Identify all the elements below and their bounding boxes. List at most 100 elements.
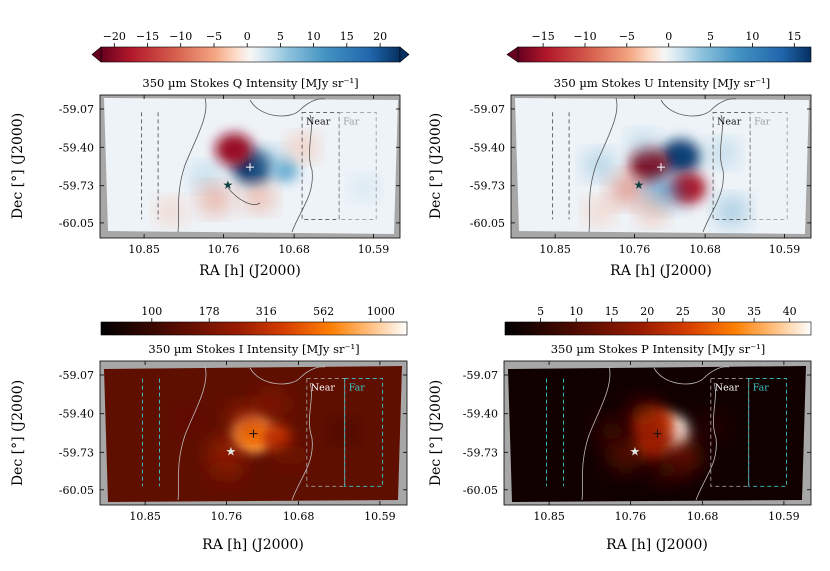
colorbar-tick-label: −15: [531, 30, 554, 43]
contour-line: [702, 114, 724, 233]
contour-line: [660, 98, 737, 117]
region-label-far: Far: [349, 383, 366, 394]
intensity-feature: [628, 400, 660, 427]
panel-u-xlabel: RA [h] (J2000): [610, 263, 712, 279]
intensity-feature: [260, 151, 284, 172]
contour-line: [177, 97, 207, 233]
x-tick-label: 10.59: [769, 243, 801, 256]
intensity-feature: [629, 147, 670, 183]
colorbar-tick-label: 5: [277, 30, 284, 43]
intensity-feature: [640, 201, 664, 222]
y-tick-label: -59.40: [470, 141, 505, 154]
panel-p-title: 350 µm Stokes P Intensity [MJy sr⁻¹]: [551, 342, 766, 356]
region-label-near: Near: [306, 116, 331, 127]
intensity-feature: [613, 176, 642, 202]
colorbar-p: 5 10 15 20 25 30 35 40: [504, 305, 812, 336]
colorbar-tick-label: −10: [169, 30, 192, 43]
panel-p-markers: ★: [630, 429, 662, 459]
colorbar-tick-label: −15: [136, 30, 159, 43]
colorbar-tick-label: 30: [712, 305, 726, 318]
contour-line: [249, 366, 326, 385]
star-marker-icon: ★: [223, 178, 234, 192]
contour-line: [695, 382, 717, 501]
colorbar-tick-label: 5: [707, 30, 714, 43]
panel-u-ylabel: Dec [°] (J2000): [428, 113, 444, 219]
x-tick-label: 10.85: [533, 510, 565, 523]
contour-line: [227, 187, 261, 205]
x-tick-label: 10.85: [539, 243, 571, 256]
intensity-feature: [333, 422, 354, 441]
colorbar-tick-label: 20: [640, 305, 654, 318]
panel-i-axes: 10.85 10.76 10.68 10.59 -59.07 -59.40 -59.73 -6…: [59, 361, 407, 523]
region-box-far: [749, 111, 788, 220]
plus-marker-icon: [653, 429, 662, 438]
colorbar-tick-label: 20: [373, 30, 387, 43]
colorbar-tick-label: −10: [573, 30, 596, 43]
panel-u-features: [587, 135, 745, 223]
panel-p-frame: [503, 360, 812, 506]
y-tick-label: -59.73: [59, 180, 94, 193]
contour-line: [581, 365, 611, 501]
intensity-feature: [609, 440, 643, 469]
colorbar-tick-label: −5: [206, 30, 222, 43]
colorbar-u-extend-min: [506, 46, 519, 63]
region-label-near: Near: [715, 383, 740, 394]
x-tick-label: 10.59: [358, 243, 390, 256]
intensity-feature: [201, 188, 228, 211]
colorbar-u-ticks: −15 −10 −5 0 5 10 15: [531, 30, 801, 47]
region-label-near: Near: [717, 116, 742, 127]
y-tick-label: -60.05: [59, 217, 94, 230]
colorbar-q-extend-min: [91, 46, 102, 63]
region-box-far: [338, 111, 377, 220]
panel-p-ylabel: Dec [°] (J2000): [428, 380, 444, 486]
colorbar-tick-label: 15: [605, 305, 619, 318]
x-tick-label: 10.76: [615, 510, 647, 523]
intensity-feature: [587, 154, 612, 176]
intensity-feature: [653, 458, 680, 482]
colorbar-tick-label: 0: [665, 30, 672, 43]
colorbar-tick-label: −5: [619, 30, 635, 43]
y-tick-label: -59.40: [59, 141, 94, 154]
x-tick-label: 10.68: [278, 243, 310, 256]
intensity-feature: [258, 392, 286, 417]
colorbar-i: 100 178 316 562 1000: [100, 305, 408, 336]
x-tick-label: 10.76: [619, 243, 651, 256]
intensity-feature: [277, 443, 303, 466]
panel-u-map: [515, 98, 809, 234]
colorbar-tick-label: 15: [340, 30, 354, 43]
panel-stokes-q: −20 −15 −10 −5 0 5 10 15 20 350 µm Stokes Q Inte…: [10, 30, 410, 279]
intensity-feature: [669, 171, 706, 205]
intensity-feature: [160, 202, 182, 221]
plus-marker-icon: [249, 429, 258, 438]
region-box-near: [712, 111, 751, 220]
y-tick-label: -59.73: [463, 446, 498, 459]
panel-q-title: 350 µm Stokes Q Intensity [MJy sr⁻¹]: [142, 76, 358, 90]
contour-line: [653, 366, 730, 385]
colorbar-tick-label: 15: [787, 30, 801, 43]
panel-u-contours: [588, 97, 737, 233]
plus-marker-icon: [657, 163, 665, 172]
panel-u-axes: 10.85 10.76 10.68 10.59 -59.07 -59.40 -59.73 -6…: [470, 95, 811, 256]
panel-stokes-i: 100 178 316 562 1000 350 µm Stokes I Intensi…: [10, 305, 408, 553]
colorbar-tick-label: −20: [103, 30, 126, 43]
intensity-feature: [699, 414, 724, 436]
panel-i-frame: [99, 360, 408, 506]
panel-q-contours: [177, 97, 326, 233]
y-tick-label: -59.40: [59, 408, 94, 421]
colorbar-tick-label: 316: [256, 305, 277, 318]
intensity-feature: [711, 143, 735, 163]
colorbar-p-bar: [504, 321, 812, 336]
contour-line: [249, 98, 326, 117]
intensity-feature: [660, 139, 701, 175]
colorbar-q-bar: [100, 46, 401, 63]
colorbar-tick-label: 25: [676, 305, 690, 318]
intensity-feature: [211, 440, 242, 467]
panel-i-ylabel: Dec [°] (J2000): [10, 380, 26, 486]
panel-i-xlabel: RA [h] (J2000): [202, 537, 304, 553]
panel-u-markers: ★: [634, 163, 665, 192]
intensity-feature: [647, 177, 679, 206]
region-label-far: Far: [754, 116, 771, 127]
colorbar-p-ticks: 5 10 15 20 25 30 35 40: [537, 305, 797, 322]
x-tick-label: 10.68: [283, 510, 315, 523]
